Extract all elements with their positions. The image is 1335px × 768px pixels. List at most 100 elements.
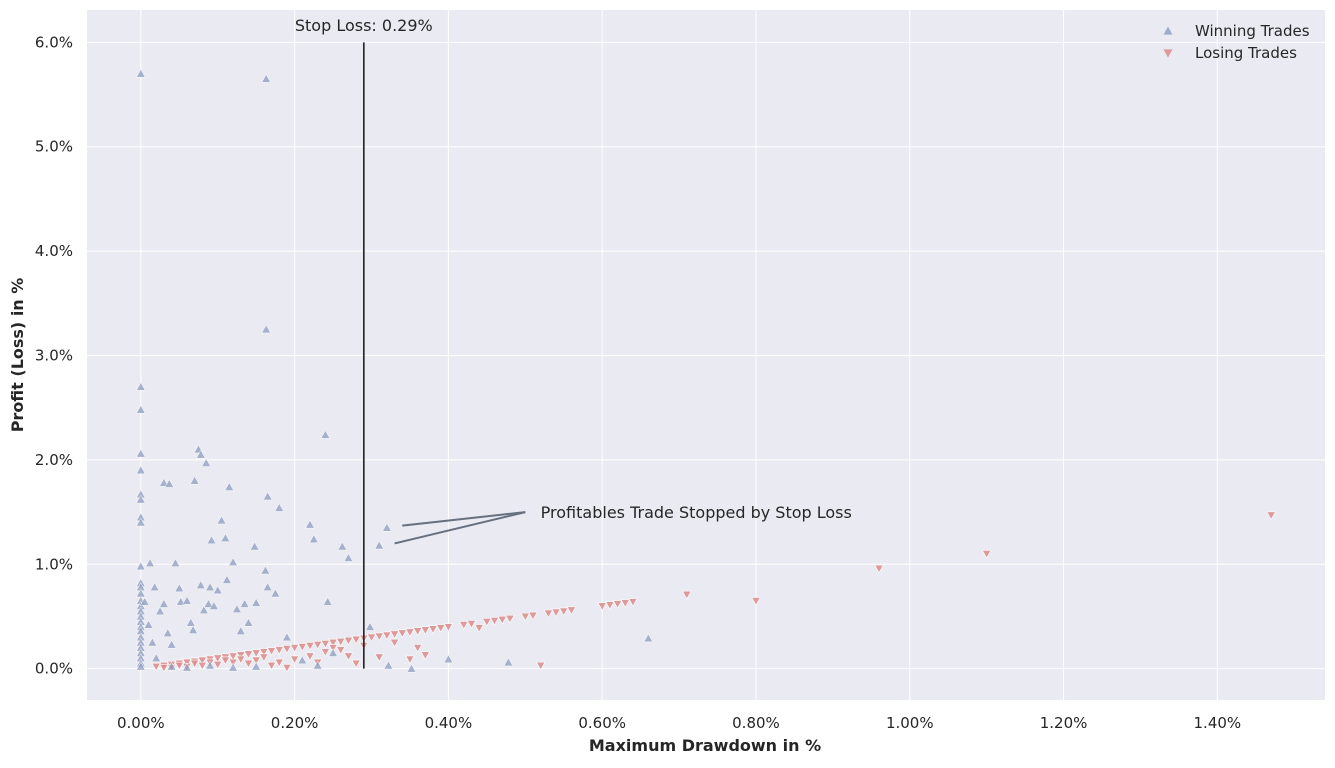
winning-trade-point (312, 660, 323, 670)
losing-trade-point (405, 628, 415, 637)
losing-trade-point (382, 631, 392, 641)
losing-trade-point (551, 608, 561, 618)
winning-trade-point (139, 596, 150, 606)
losing-trade-point (466, 620, 477, 629)
y-tick-label: 4.0% (35, 242, 73, 260)
winning-trade-point (136, 661, 146, 671)
winning-trade-point (261, 73, 271, 83)
losing-trade-point (628, 598, 638, 607)
winning-trade-point (205, 660, 215, 670)
plot-area (87, 10, 1325, 700)
losing-trade-point (251, 656, 261, 666)
winning-trade-point (147, 637, 158, 647)
winning-trade-point (282, 632, 292, 642)
winning-trade-point (189, 475, 200, 485)
losing-trade-point (351, 659, 361, 669)
annotation-text: Profitables Trade Stopped by Stop Loss (541, 503, 852, 522)
winning-trade-point (143, 619, 154, 629)
winning-trade-point (166, 639, 177, 649)
x-tick-label: 0.60% (578, 714, 626, 732)
x-axis-label: Maximum Drawdown in % (589, 736, 821, 755)
winning-trade-point (343, 553, 354, 562)
losing-trade-point (305, 642, 315, 651)
losing-trade-point (535, 661, 546, 671)
winning-trade-point (320, 429, 331, 439)
losing-trade-point (559, 607, 569, 617)
winning-trade-point (443, 654, 454, 664)
losing-trade-point (251, 649, 261, 658)
winning-trade-point (262, 582, 273, 592)
y-tick-label: 0.0% (35, 660, 73, 678)
losing-trade-point (213, 660, 223, 670)
winning-trade-point (162, 628, 173, 637)
winning-trade-point (149, 582, 160, 592)
winning-trades-series (136, 68, 654, 673)
legend-winning-label: Winning Trades (1195, 22, 1310, 40)
losing-trade-point (305, 652, 315, 661)
losing-trade-point (405, 655, 415, 665)
winning-trade-point (224, 482, 235, 491)
losing-trade-point (343, 636, 354, 646)
winning-trade-point (151, 653, 162, 663)
annotation-arrow (394, 511, 526, 545)
winning-trade-point (251, 661, 261, 671)
losing-trade-point (443, 623, 454, 632)
winning-trade-point (222, 575, 232, 584)
losing-trade-point (981, 550, 992, 559)
losing-trade-point (505, 614, 515, 624)
losing-trade-point (397, 629, 407, 639)
winning-trade-point (374, 540, 385, 550)
losing-trade-point (213, 654, 223, 664)
losing-trade-point (597, 602, 607, 611)
legend: Winning Trades Losing Trades (1163, 22, 1310, 62)
winning-trade-point (383, 660, 394, 670)
y-axis-label: Profit (Loss) in % (8, 278, 27, 433)
stop-loss-label: Stop Loss: 0.29% (295, 16, 433, 35)
losing-trade-point (1266, 511, 1276, 521)
losing-trade-point (605, 601, 615, 610)
winning-trade-point (406, 663, 417, 673)
losing-trade-point (520, 612, 531, 622)
losing-trade-point (336, 637, 346, 647)
losing-trade-point (243, 650, 254, 659)
winning-trade-point (203, 599, 214, 608)
losing-trade-point (197, 656, 208, 666)
losing-trade-point (482, 618, 492, 627)
losing-trade-point (489, 617, 500, 626)
losing-trade-point (189, 659, 200, 669)
winning-trade-point (305, 519, 315, 529)
losing-trade-point (543, 609, 554, 619)
losing-trade-point (428, 625, 438, 634)
losing-trade-point (274, 658, 284, 668)
losing-trade-point (366, 633, 377, 643)
losing-trade-point (282, 663, 292, 673)
x-tick-label: 0.00% (117, 714, 165, 732)
losing-trade-point (274, 646, 284, 655)
winning-trade-point (270, 588, 281, 598)
x-tick-label: 1.00% (886, 714, 934, 732)
winning-trade-point (182, 595, 192, 605)
losing-trade-point (612, 600, 623, 609)
winning-trade-point (228, 662, 238, 672)
y-tick-label: 3.0% (35, 347, 73, 365)
losing-trade-point (459, 621, 469, 630)
losing-trade-point (389, 638, 400, 648)
winning-trade-point (195, 449, 206, 459)
legend-losing-label: Losing Trades (1195, 44, 1297, 62)
winning-trade-point (136, 448, 146, 458)
losing-trade-point (420, 626, 431, 635)
winning-trade-point (243, 617, 254, 627)
losing-trade-point (289, 655, 300, 665)
winning-trade-point (195, 580, 206, 589)
y-tick-label: 2.0% (35, 451, 73, 469)
winning-trade-point (136, 465, 146, 475)
losing-trade-point (266, 661, 277, 671)
x-tick-label: 0.40% (425, 714, 473, 732)
losing-trade-point (282, 645, 292, 654)
winning-trade-point (220, 533, 231, 542)
losing-trade-point (374, 653, 384, 663)
losing-trade-point (528, 611, 538, 621)
losing-trade-point (220, 656, 231, 666)
x-tick-label: 0.80% (732, 714, 780, 732)
losing-trade-point (151, 662, 161, 672)
